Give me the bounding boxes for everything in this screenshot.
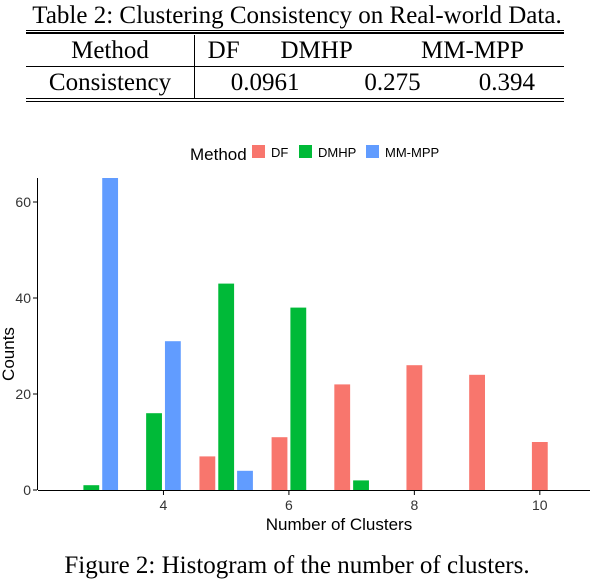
bar-mm-mpp <box>237 470 253 490</box>
table-mid-rule <box>26 66 564 67</box>
bar-dmhp <box>290 307 307 490</box>
results-table: Method DF DMHP MM-MPP Consistency 0.0961… <box>26 30 564 99</box>
y-tick-label: 40 <box>15 290 31 306</box>
figure-caption: Figure 2: Histogram of the number of clu… <box>64 552 530 579</box>
x-tick-label: 4 <box>160 497 168 513</box>
legend-label: DF <box>271 145 288 160</box>
y-tick-label: 60 <box>15 194 31 210</box>
legend-swatch-df <box>252 145 265 158</box>
bar-df <box>406 365 423 490</box>
y-axis-label: Counts <box>0 327 18 381</box>
bar-dmhp <box>146 413 162 490</box>
y-tick-label: 20 <box>15 386 31 402</box>
bar-df <box>199 456 216 490</box>
value-cell: 0.394 <box>478 69 535 96</box>
header-cell: DMHP <box>280 37 353 64</box>
table-header-row: Method DF DMHP MM-MPP <box>26 35 564 66</box>
y-tick-label: 0 <box>23 482 31 498</box>
value-cell: 0.0961 <box>230 69 300 96</box>
plot-area: 4 6 8 10 0 20 40 60 <box>15 178 590 513</box>
table-row: Consistency 0.0961 0.275 0.394 <box>26 67 564 98</box>
histogram-chart: Method DF DMHP MM-MPP 4 6 8 10 0 20 40 60 Number… <box>0 145 590 534</box>
bar-dmhp <box>218 283 235 490</box>
bar-mm-mpp <box>164 341 181 490</box>
x-tick-label: 10 <box>532 497 548 513</box>
legend-label: DMHP <box>318 145 356 160</box>
legend-swatch-mm-mpp <box>366 145 379 158</box>
header-cell: Method <box>26 35 195 66</box>
bar-df <box>469 374 485 490</box>
results-table-grid: Method DF DMHP MM-MPP <box>26 35 564 66</box>
value-cell: 0.275 <box>364 69 421 96</box>
legend-swatch-dmhp <box>299 145 312 158</box>
bar-df <box>531 442 548 490</box>
legend-title: Method <box>190 145 247 164</box>
x-axis-label: Number of Clusters <box>266 515 412 534</box>
table-caption: Table 2: Clustering Consistency on Real-… <box>32 2 562 29</box>
chart-legend: Method DF DMHP MM-MPP <box>190 145 439 164</box>
bar-df <box>334 384 351 490</box>
table-bottom-rule <box>26 98 564 99</box>
bar-mm-mpp <box>102 178 119 490</box>
header-cell: DF <box>207 37 240 64</box>
x-tick-label: 6 <box>285 497 293 513</box>
header-cell: MM-MPP <box>421 37 524 64</box>
bar-dmhp <box>353 480 369 490</box>
legend-label: MM-MPP <box>385 145 439 160</box>
bar-df <box>271 437 288 490</box>
row-label-cell: Consistency <box>26 67 195 98</box>
x-tick-label: 8 <box>410 497 418 513</box>
table-top-rule <box>26 30 564 32</box>
results-table-body: Consistency 0.0961 0.275 0.394 <box>26 67 564 98</box>
bar-dmhp <box>83 485 100 490</box>
